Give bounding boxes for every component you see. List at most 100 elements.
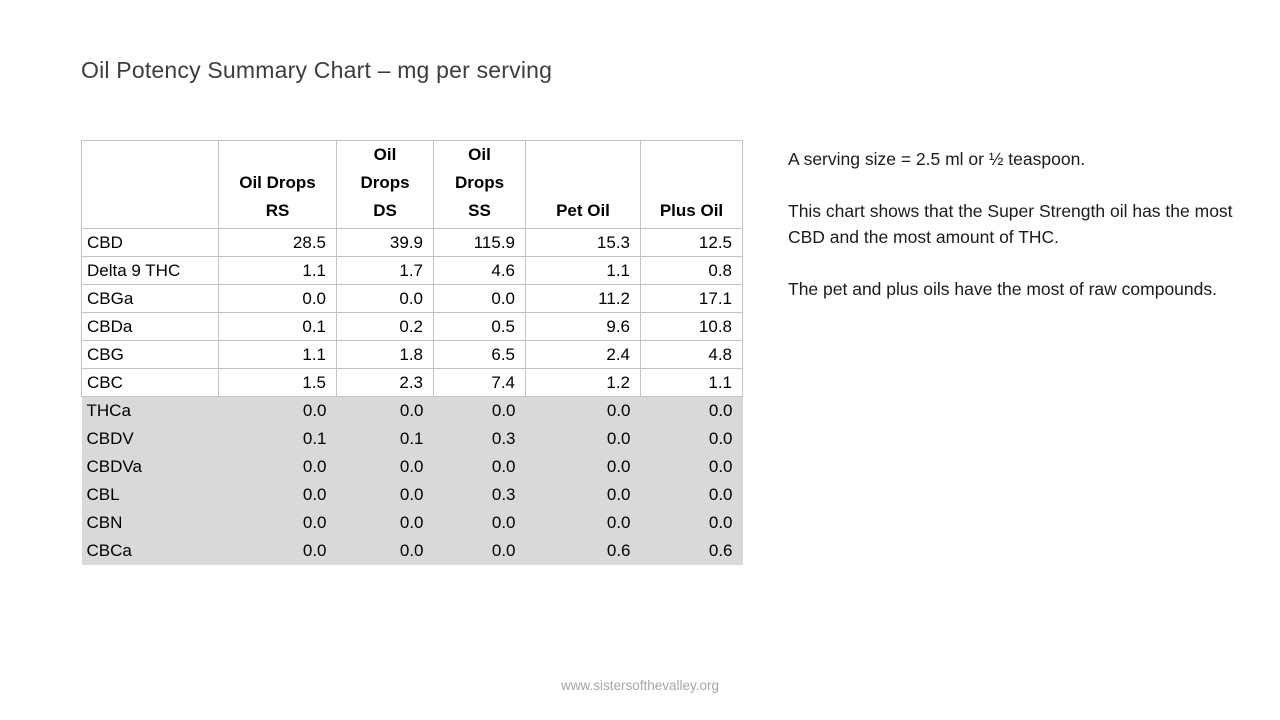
value-cell: 6.5 — [433, 340, 526, 369]
table-row: CBDVa 0.0 0.0 0.0 0.0 0.0 — [81, 452, 743, 481]
value-cell: 39.9 — [336, 228, 434, 257]
value-cell: 4.6 — [433, 256, 526, 285]
value-cell: 0.0 — [336, 536, 434, 565]
value-cell: 0.1 — [218, 424, 337, 453]
value-cell: 0.0 — [218, 452, 337, 481]
table-row: CBCa 0.0 0.0 0.0 0.6 0.6 — [81, 536, 743, 565]
value-cell: 0.0 — [218, 536, 337, 565]
value-cell: 1.2 — [525, 368, 641, 397]
note-serving-size: A serving size = 2.5 ml or ½ teaspoon. — [788, 149, 1086, 169]
value-cell: 0.2 — [336, 312, 434, 341]
value-cell: 0.0 — [640, 396, 743, 425]
value-cell: 1.7 — [336, 256, 434, 285]
value-cell: 0.0 — [640, 424, 743, 453]
column-header: Oil Drops SS — [433, 140, 526, 229]
value-cell: 0.0 — [336, 508, 434, 537]
row-label: CBGa — [81, 284, 219, 313]
row-label: THCa — [81, 396, 219, 425]
value-cell: 0.0 — [218, 396, 337, 425]
value-cell: 0.0 — [433, 396, 526, 425]
table-body: CBD 28.5 39.9 115.9 15.3 12.5 Delta 9 THC 1.1 1.… — [81, 228, 743, 565]
value-cell: 0.0 — [218, 284, 337, 313]
value-cell: 1.1 — [218, 340, 337, 369]
value-cell: 7.4 — [433, 368, 526, 397]
value-cell: 0.1 — [218, 312, 337, 341]
notes-block: A serving size = 2.5 ml or ½ teaspoon. T… — [788, 146, 1240, 328]
value-cell: 1.1 — [640, 368, 743, 397]
value-cell: 0.0 — [336, 396, 434, 425]
value-cell: 1.5 — [218, 368, 337, 397]
value-cell: 12.5 — [640, 228, 743, 257]
row-label: Delta 9 THC — [81, 256, 219, 285]
value-cell: 0.3 — [433, 480, 526, 509]
value-cell: 9.6 — [525, 312, 641, 341]
row-label: CBN — [81, 508, 219, 537]
footer-url: www.sistersofthevalley.org — [560, 678, 720, 693]
value-cell: 11.2 — [525, 284, 641, 313]
value-cell: 0.6 — [640, 536, 743, 565]
row-label: CBDa — [81, 312, 219, 341]
value-cell: 0.0 — [218, 480, 337, 509]
value-cell: 0.8 — [640, 256, 743, 285]
value-cell: 0.0 — [640, 508, 743, 537]
value-cell: 0.0 — [525, 480, 641, 509]
row-label: CBC — [81, 368, 219, 397]
column-header: Oil Drops RS — [218, 140, 337, 229]
value-cell: 0.0 — [640, 480, 743, 509]
value-cell: 0.0 — [433, 452, 526, 481]
value-cell: 0.0 — [218, 508, 337, 537]
header-row: Oil Drops RS Oil Drops DS Oil Drops SS Pet … — [81, 140, 743, 229]
value-cell: 2.4 — [525, 340, 641, 369]
table-row: CBN 0.0 0.0 0.0 0.0 0.0 — [81, 508, 743, 537]
value-cell: 1.1 — [218, 256, 337, 285]
value-cell: 0.0 — [525, 508, 641, 537]
value-cell: 0.0 — [336, 452, 434, 481]
row-label: CBD — [81, 228, 219, 257]
table-row: CBD 28.5 39.9 115.9 15.3 12.5 — [81, 228, 743, 257]
value-cell: 0.0 — [525, 452, 641, 481]
value-cell: 1.8 — [336, 340, 434, 369]
table-row: Delta 9 THC 1.1 1.7 4.6 1.1 0.8 — [81, 256, 743, 285]
value-cell: 28.5 — [218, 228, 337, 257]
value-cell: 4.8 — [640, 340, 743, 369]
row-label: CBCa — [81, 536, 219, 565]
value-cell: 0.0 — [433, 284, 526, 313]
value-cell: 0.0 — [525, 424, 641, 453]
value-cell: 0.0 — [525, 396, 641, 425]
page-title: Oil Potency Summary Chart – mg per servi… — [81, 57, 553, 83]
value-cell: 15.3 — [525, 228, 641, 257]
note-raw-compounds: The pet and plus oils have the most of r… — [788, 279, 1217, 299]
value-cell: 0.0 — [433, 536, 526, 565]
value-cell: 17.1 — [640, 284, 743, 313]
table-row: CBC 1.5 2.3 7.4 1.2 1.1 — [81, 368, 743, 397]
table-row: CBGa 0.0 0.0 0.0 11.2 17.1 — [81, 284, 743, 313]
table-row: CBG 1.1 1.8 6.5 2.4 4.8 — [81, 340, 743, 369]
table-row: CBDV 0.1 0.1 0.3 0.0 0.0 — [81, 424, 743, 453]
value-cell: 0.1 — [336, 424, 434, 453]
value-cell: 0.0 — [640, 452, 743, 481]
column-header: Pet Oil — [525, 140, 641, 229]
table-row: THCa 0.0 0.0 0.0 0.0 0.0 — [81, 396, 743, 425]
value-cell: 0.5 — [433, 312, 526, 341]
value-cell: 1.1 — [525, 256, 641, 285]
row-label: CBL — [81, 480, 219, 509]
column-header: Oil Drops DS — [336, 140, 434, 229]
note-super-strength: This chart shows that the Super Strength… — [788, 201, 1233, 247]
row-label: CBDVa — [81, 452, 219, 481]
table-row: CBL 0.0 0.0 0.3 0.0 0.0 — [81, 480, 743, 509]
value-cell: 2.3 — [336, 368, 434, 397]
value-cell: 0.0 — [433, 508, 526, 537]
value-cell: 0.0 — [336, 480, 434, 509]
row-label: CBDV — [81, 424, 219, 453]
potency-table: Oil Drops RS Oil Drops DS Oil Drops SS Pet … — [81, 140, 743, 565]
column-header: Plus Oil — [640, 140, 743, 229]
corner-cell — [81, 140, 219, 229]
table-row: CBDa 0.1 0.2 0.5 9.6 10.8 — [81, 312, 743, 341]
value-cell: 10.8 — [640, 312, 743, 341]
value-cell: 115.9 — [433, 228, 526, 257]
value-cell: 0.6 — [525, 536, 641, 565]
row-label: CBG — [81, 340, 219, 369]
value-cell: 0.3 — [433, 424, 526, 453]
value-cell: 0.0 — [336, 284, 434, 313]
